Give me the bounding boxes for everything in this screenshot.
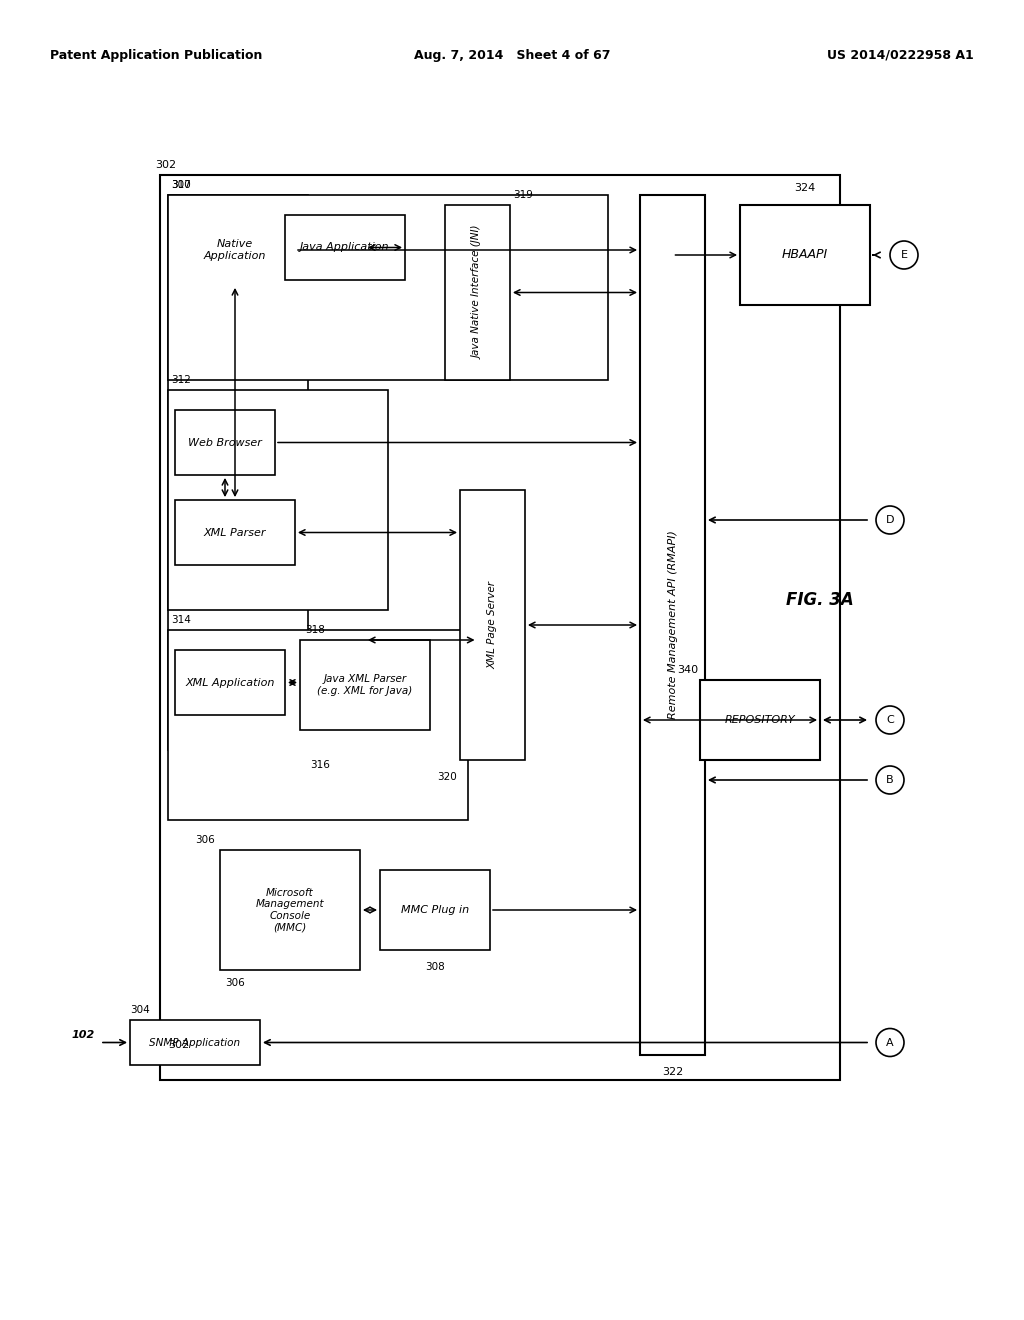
Text: 304: 304 [130, 1005, 150, 1015]
Text: Java XML Parser
(e.g. XML for Java): Java XML Parser (e.g. XML for Java) [317, 675, 413, 696]
FancyBboxPatch shape [130, 1020, 260, 1065]
FancyBboxPatch shape [168, 389, 388, 610]
Text: Native
Application: Native Application [204, 239, 266, 261]
FancyBboxPatch shape [700, 680, 820, 760]
Text: 312: 312 [171, 375, 190, 385]
Text: Java Application: Java Application [300, 243, 390, 252]
Text: 324: 324 [795, 183, 816, 193]
Text: B: B [886, 775, 894, 785]
Text: Patent Application Publication: Patent Application Publication [50, 49, 262, 62]
Text: 319: 319 [513, 190, 532, 201]
Text: 306: 306 [196, 836, 215, 845]
Text: A: A [886, 1038, 894, 1048]
Text: 322: 322 [662, 1067, 683, 1077]
Text: XML Parser: XML Parser [204, 528, 266, 537]
FancyBboxPatch shape [175, 411, 275, 475]
Text: 306: 306 [225, 978, 245, 987]
FancyBboxPatch shape [460, 490, 525, 760]
Text: 102: 102 [72, 1030, 95, 1040]
FancyBboxPatch shape [285, 215, 406, 280]
Text: C: C [886, 715, 894, 725]
Text: 316: 316 [310, 760, 330, 770]
Text: Java Native Interface (JNI): Java Native Interface (JNI) [472, 226, 482, 359]
Text: 302: 302 [155, 160, 176, 170]
Text: FIG. 3A: FIG. 3A [786, 591, 854, 609]
Text: XML Page Server: XML Page Server [487, 581, 498, 669]
Text: Remote Management API (RMAPI): Remote Management API (RMAPI) [668, 531, 678, 719]
Text: HBAAPI: HBAAPI [782, 248, 828, 261]
FancyBboxPatch shape [445, 205, 510, 380]
Text: MMC Plug in: MMC Plug in [401, 906, 469, 915]
Text: Microsoft
Management
Console
(MMC): Microsoft Management Console (MMC) [256, 887, 325, 932]
FancyBboxPatch shape [168, 195, 308, 750]
FancyBboxPatch shape [300, 640, 430, 730]
Text: 302: 302 [168, 1040, 189, 1049]
FancyBboxPatch shape [175, 500, 295, 565]
FancyBboxPatch shape [640, 195, 705, 1055]
Text: 310: 310 [171, 180, 190, 190]
Text: 314: 314 [171, 615, 190, 624]
FancyBboxPatch shape [168, 195, 608, 380]
Text: D: D [886, 515, 894, 525]
Text: US 2014/0222958 A1: US 2014/0222958 A1 [827, 49, 974, 62]
Text: 340: 340 [677, 665, 698, 675]
FancyBboxPatch shape [160, 176, 840, 1080]
FancyBboxPatch shape [220, 850, 360, 970]
FancyBboxPatch shape [175, 215, 295, 285]
Text: REPOSITORY: REPOSITORY [725, 715, 796, 725]
Text: 307: 307 [171, 180, 190, 190]
Text: 318: 318 [305, 624, 325, 635]
FancyBboxPatch shape [175, 649, 285, 715]
FancyBboxPatch shape [168, 630, 468, 820]
Text: 308: 308 [425, 962, 444, 972]
Text: XML Application: XML Application [185, 677, 274, 688]
Text: 320: 320 [437, 772, 457, 781]
Text: Web Browser: Web Browser [188, 437, 262, 447]
Text: Aug. 7, 2014   Sheet 4 of 67: Aug. 7, 2014 Sheet 4 of 67 [414, 49, 610, 62]
Text: E: E [900, 249, 907, 260]
Text: SNMP Application: SNMP Application [150, 1038, 241, 1048]
FancyBboxPatch shape [380, 870, 490, 950]
FancyBboxPatch shape [740, 205, 870, 305]
